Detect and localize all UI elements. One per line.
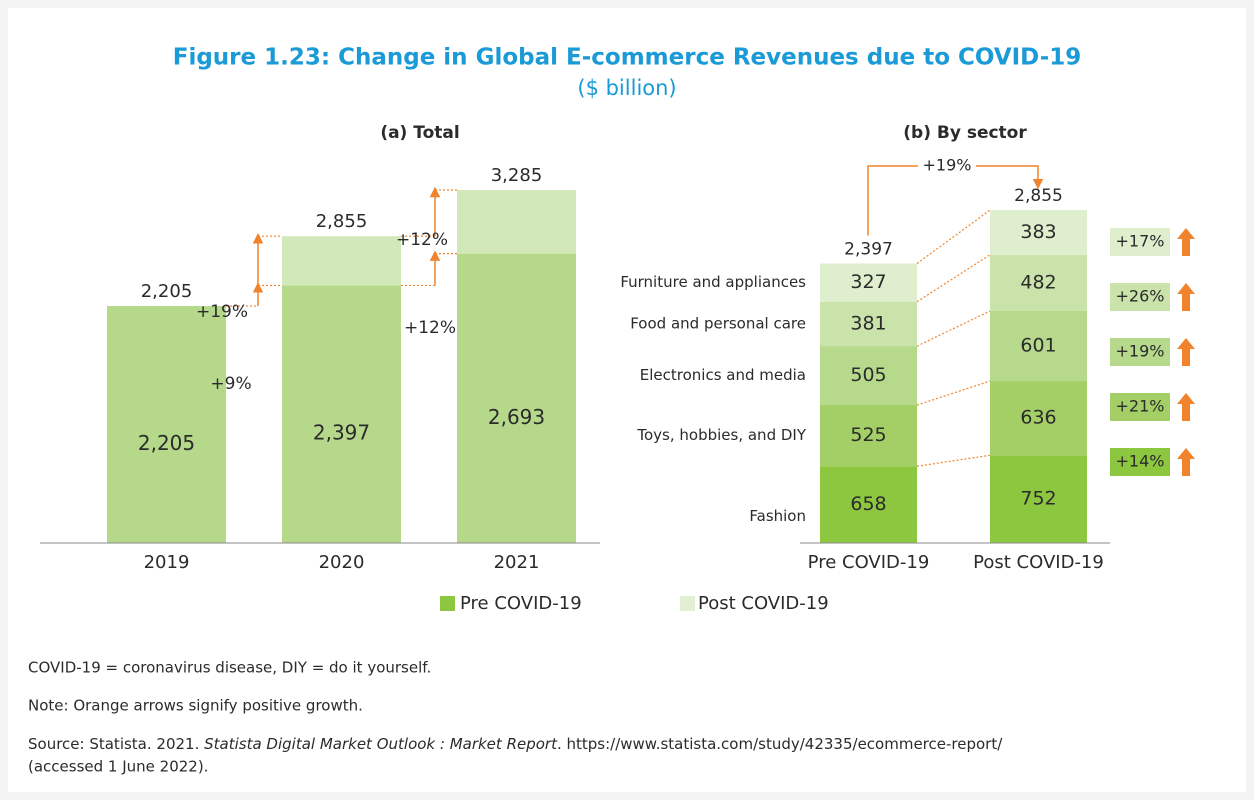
annotation: +12% [404, 318, 456, 338]
sector-label: Electronics and media [640, 366, 806, 384]
segment-label: 2,693 [488, 405, 545, 429]
growth-label: +17% [1116, 232, 1165, 251]
total-label: 2,855 [316, 211, 368, 232]
bar-segment [282, 285, 401, 543]
x-tick-label: Pre COVID-19 [808, 552, 930, 573]
legend-swatch [440, 596, 455, 611]
growth-label: +19% [1116, 342, 1165, 361]
segment-label: 752 [1020, 488, 1056, 510]
growth-label: +14% [1116, 452, 1165, 471]
x-tick-label: 2021 [494, 552, 540, 573]
segment-label: 2,397 [313, 421, 370, 445]
total-label: 3,285 [491, 165, 543, 186]
growth-badge [1110, 283, 1170, 311]
label-bg [918, 155, 976, 177]
figure-title: Figure 1.23: Change in Global E-commerce… [173, 45, 1082, 71]
growth-badge [1110, 228, 1170, 256]
bar-segment [107, 306, 226, 543]
bar-segment [990, 455, 1087, 543]
connector [916, 310, 991, 347]
bar-segment [820, 466, 917, 543]
segment-label: 636 [1020, 407, 1056, 429]
growth-icon [1177, 393, 1195, 421]
segment-label: 383 [1020, 221, 1056, 243]
segment-label: 658 [850, 493, 886, 515]
connector [916, 380, 991, 406]
note: COVID-19 = coronavirus disease, DIY = do… [28, 659, 431, 677]
x-tick-label: 2019 [144, 552, 190, 573]
annotation: +12% [396, 230, 448, 250]
bar-segment [820, 346, 917, 406]
segment-label: 482 [1020, 271, 1056, 293]
source: (accessed 1 June 2022). [28, 758, 208, 776]
segment-label: 525 [850, 424, 886, 446]
annotation: +9% [210, 374, 251, 394]
bar-segment [457, 253, 576, 543]
source: Source: Statista. 2021. Statista Digital… [28, 735, 1003, 753]
note: Note: Orange arrows signify positive gro… [28, 697, 363, 715]
total-label: 2,397 [844, 239, 893, 259]
growth-icon [1177, 448, 1195, 476]
segment-label: 381 [850, 312, 886, 334]
annotation: +19% [196, 302, 248, 322]
segment-label: 2,205 [138, 431, 195, 455]
bar-segment [820, 301, 917, 347]
x-tick-label: Post COVID-19 [973, 552, 1104, 573]
figure-subtitle: ($ billion) [577, 76, 676, 100]
bar-segment [990, 311, 1087, 382]
legend-label: Post COVID-19 [698, 593, 829, 614]
sector-label: Food and personal care [630, 314, 806, 332]
total-label: 2,855 [1014, 186, 1063, 206]
growth-label: +21% [1116, 397, 1165, 416]
bar-segment [990, 210, 1087, 255]
chart-title: (b) By sector [903, 123, 1027, 143]
bar-segment [282, 236, 401, 286]
bar-segment [820, 405, 917, 467]
bar-segment [457, 190, 576, 254]
chart-title: (a) Total [380, 123, 459, 143]
growth-badge [1110, 338, 1170, 366]
bar-segment [990, 381, 1087, 456]
growth-icon [1177, 228, 1195, 256]
connector [916, 209, 991, 265]
connector [916, 454, 991, 467]
growth-badge [1110, 393, 1170, 421]
sector-label: Fashion [749, 507, 806, 525]
bar-segment [990, 254, 1087, 312]
connector [916, 254, 991, 303]
growth-icon [1177, 338, 1195, 366]
sector-label: Furniture and appliances [620, 273, 806, 291]
legend-label: Pre COVID-19 [460, 593, 582, 614]
segment-label: 601 [1020, 335, 1056, 357]
bar-segment [820, 263, 917, 302]
x-tick-label: 2020 [319, 552, 365, 573]
sector-label: Toys, hobbies, and DIY [636, 426, 806, 444]
total-growth-label: +19% [923, 156, 972, 175]
total-label: 2,205 [141, 281, 193, 302]
growth-label: +26% [1116, 287, 1165, 306]
growth-badge [1110, 448, 1170, 476]
legend-swatch [680, 596, 695, 611]
growth-icon [1177, 283, 1195, 311]
segment-label: 327 [850, 271, 886, 293]
segment-label: 505 [850, 364, 886, 386]
